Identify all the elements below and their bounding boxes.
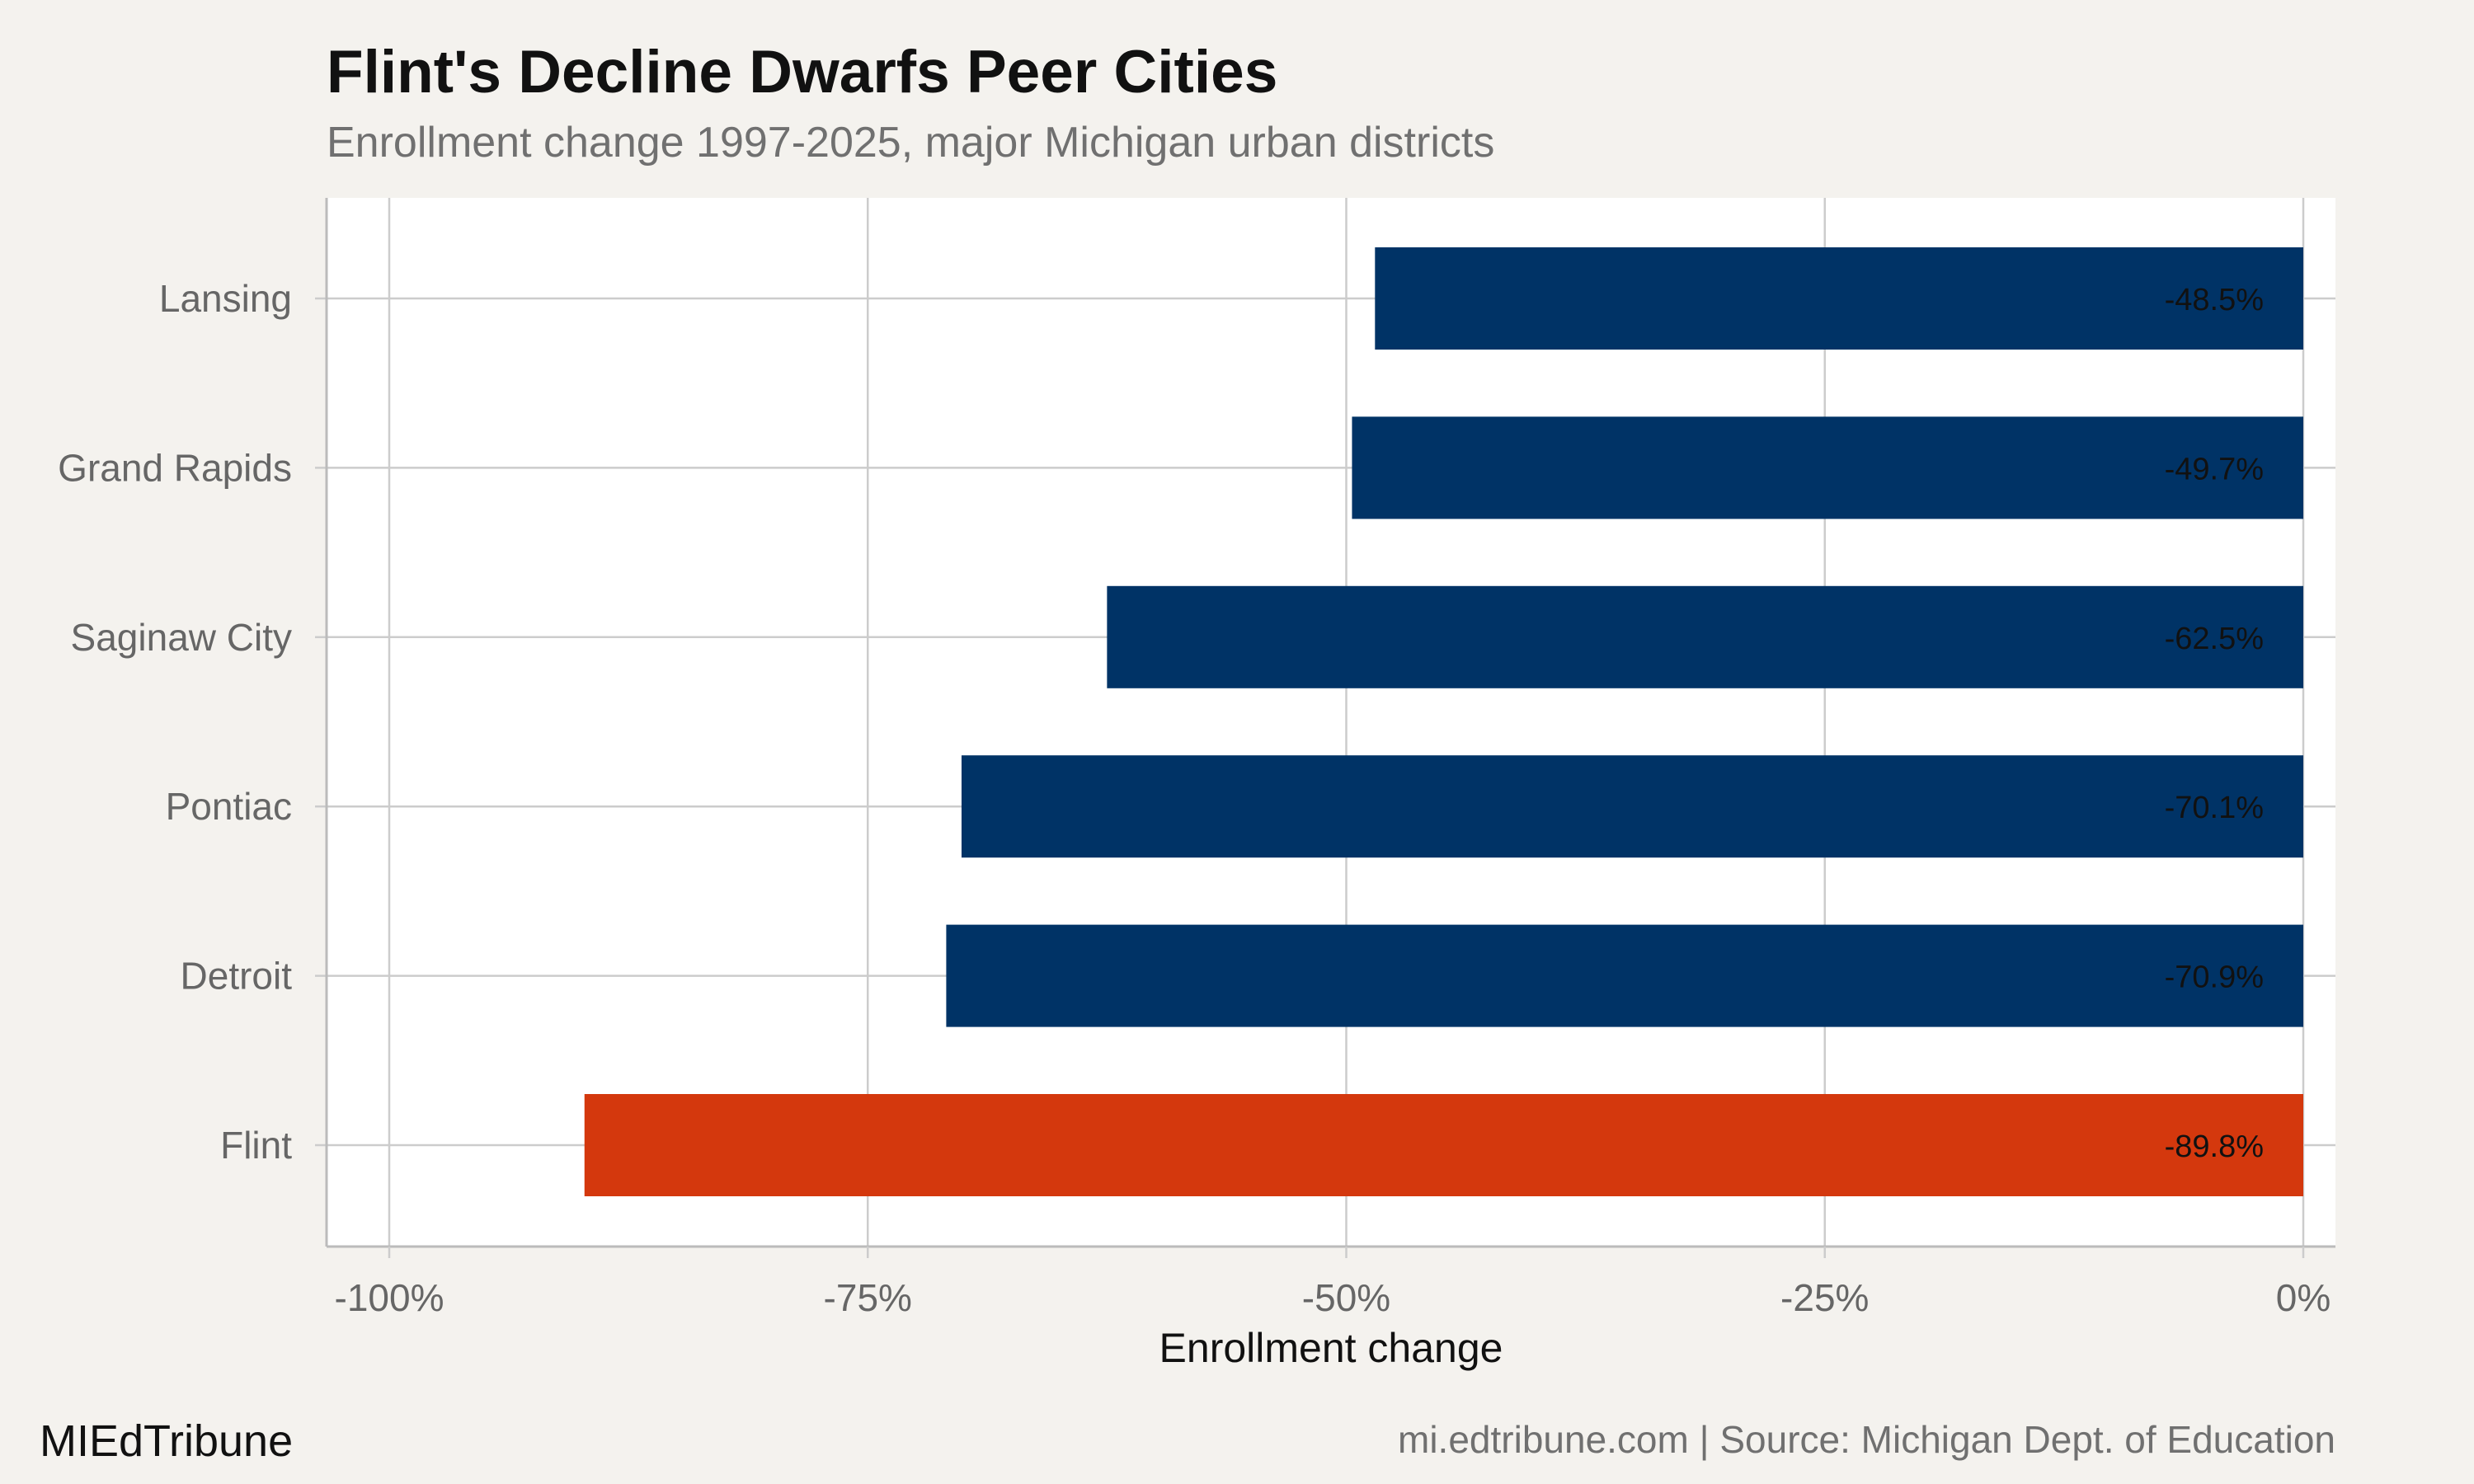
y-tick-label: Saginaw City: [71, 616, 292, 659]
source-caption: mi.edtribune.com | Source: Michigan Dept…: [1398, 1418, 2335, 1461]
x-tick-label: 0%: [2276, 1276, 2331, 1319]
plot-panel: [327, 198, 2335, 1247]
chart-subtitle: Enrollment change 1997-2025, major Michi…: [327, 119, 1494, 167]
data-label: -49.7%: [2165, 452, 2264, 486]
x-tick-label: -75%: [824, 1276, 912, 1319]
data-labels: -48.5% -49.7% -62.5% -70.1% -70.9% -89.8%: [2165, 283, 2264, 1164]
data-label: -62.5%: [2165, 622, 2264, 656]
brand-logo-text: MIEdTribune: [40, 1416, 293, 1466]
data-label: -70.1%: [2165, 791, 2264, 825]
bar-lansing: [1375, 247, 2303, 350]
bar-detroit: [946, 924, 2303, 1027]
data-label: -70.9%: [2165, 960, 2264, 995]
x-tick-label: -50%: [1302, 1276, 1390, 1319]
data-label: -48.5%: [2165, 283, 2264, 317]
axes: Lansing Grand Rapids Saginaw City Pontiac De…: [58, 198, 2335, 1319]
bar-saginaw-city: [1107, 585, 2303, 688]
data-label: -89.8%: [2165, 1129, 2264, 1164]
chart-title: Flint's Decline Dwarfs Peer Cities: [327, 39, 1277, 106]
y-tick-label: Lansing: [159, 277, 292, 320]
y-tick-label: Detroit: [181, 955, 293, 998]
bars: [584, 247, 2304, 1196]
x-tick-label: -25%: [1780, 1276, 1869, 1319]
bar-flint: [584, 1094, 2304, 1196]
y-tick-label: Pontiac: [166, 785, 292, 828]
y-tick-label: Flint: [220, 1124, 292, 1167]
x-axis-label: Enrollment change: [1159, 1325, 1503, 1371]
bar-grand-rapids: [1352, 416, 2303, 519]
x-tick-label: -100%: [335, 1276, 444, 1319]
bar-pontiac: [961, 755, 2303, 858]
y-tick-label: Grand Rapids: [58, 446, 292, 489]
